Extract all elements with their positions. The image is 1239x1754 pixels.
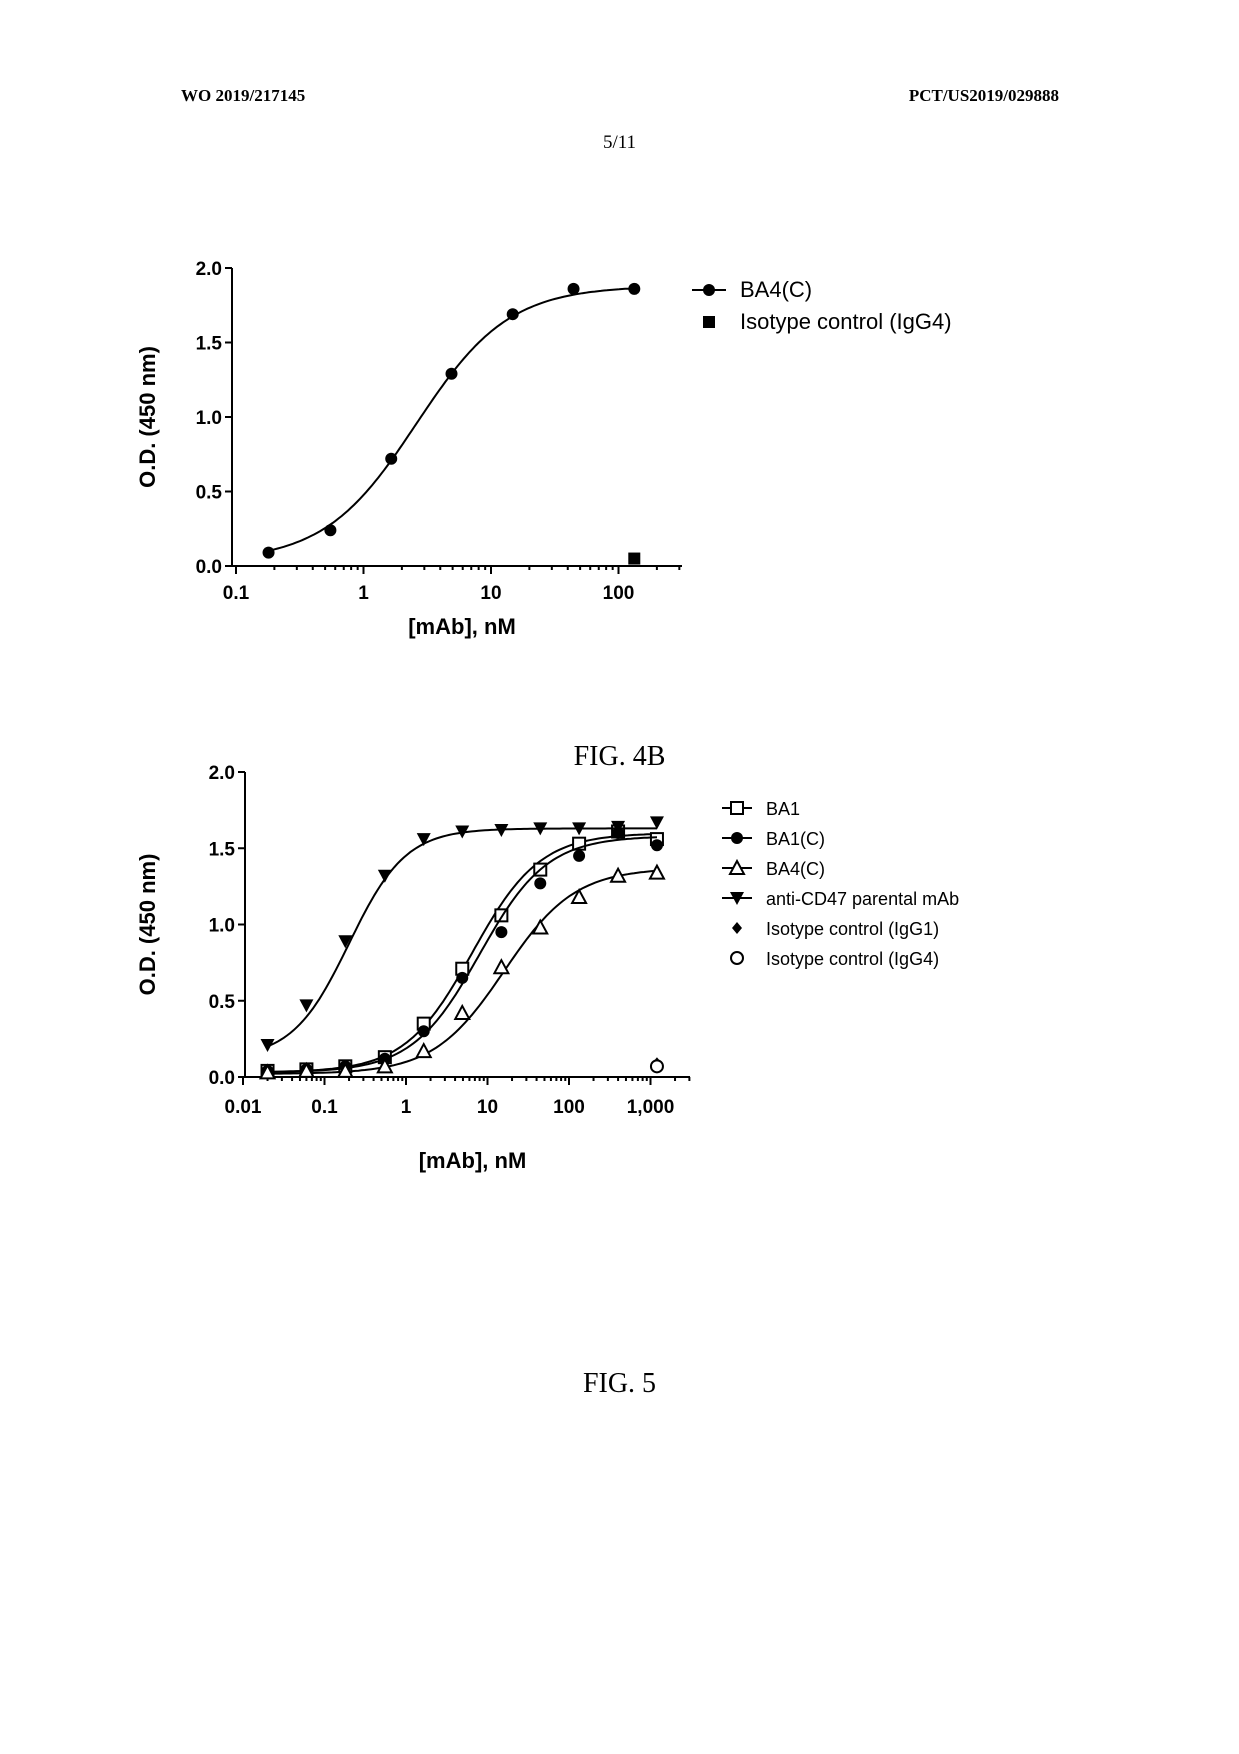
data-point-ba4-c bbox=[455, 1006, 469, 1019]
x-axis-label: [mAb], nM bbox=[408, 614, 516, 639]
legend-label-isotype-control-igg4: Isotype control (IgG4) bbox=[740, 309, 952, 334]
legend-marker-isotype-control-igg4 bbox=[731, 952, 743, 964]
data-point-ba1-c bbox=[456, 972, 468, 984]
legend: BA1 BA1(C) BA4(C) anti-CD47 parental mAb Iso… bbox=[722, 799, 959, 969]
data-point-ba1-c bbox=[573, 850, 585, 862]
legend-label-ba4-c: BA4(C) bbox=[766, 859, 825, 879]
fit-curve-ba1-c bbox=[268, 837, 658, 1072]
x-tick-label: 1 bbox=[401, 1097, 412, 1118]
x-tick-label: 1,000 bbox=[627, 1097, 675, 1118]
y-tick-label: 1.5 bbox=[209, 839, 236, 860]
series-ba1 bbox=[262, 825, 663, 1076]
chart-fig-5: 0.00.51.01.52.00.010.11101001,000[mAb], … bbox=[135, 763, 959, 1173]
series-ba1-c bbox=[262, 827, 663, 1077]
data-point-ba4-c bbox=[263, 547, 275, 559]
y-tick-label: 0.0 bbox=[196, 557, 222, 578]
series-isotype-control-igg4 bbox=[628, 553, 640, 565]
x-tick-label: 0.1 bbox=[223, 583, 250, 604]
data-point-ba1-c bbox=[651, 839, 663, 851]
y-tick-label: 0.5 bbox=[196, 483, 223, 504]
x-tick-label: 0.1 bbox=[311, 1097, 338, 1118]
legend-marker-isotype-control-igg4 bbox=[703, 316, 715, 328]
data-point-ba1-c bbox=[495, 926, 507, 938]
y-tick-label: 2.0 bbox=[196, 259, 222, 280]
y-tick-label: 0.0 bbox=[209, 1068, 235, 1089]
data-point-anti-cd47-parental-mab bbox=[261, 1039, 275, 1052]
data-point-ba1-c bbox=[534, 877, 546, 889]
legend-label-isotype-control-igg4: Isotype control (IgG4) bbox=[766, 949, 939, 969]
legend-label-isotype-control-igg1: Isotype control (IgG1) bbox=[766, 919, 939, 939]
data-point-ba4-c bbox=[385, 453, 397, 465]
legend-label-anti-cd47-parental-mab: anti-CD47 parental mAb bbox=[766, 889, 959, 909]
y-axis-label: O.D. (450 nm) bbox=[135, 854, 160, 996]
legend-marker-isotype-control-igg1 bbox=[732, 922, 742, 934]
fit-curve-ba1 bbox=[268, 834, 658, 1072]
y-tick-label: 1.5 bbox=[196, 334, 223, 355]
x-tick-label: 10 bbox=[477, 1097, 498, 1118]
series-ba4-c bbox=[263, 283, 641, 559]
y-axis-label: O.D. (450 nm) bbox=[135, 346, 160, 488]
data-point-ba4-c bbox=[417, 1044, 431, 1057]
data-point-ba4-c bbox=[568, 283, 580, 295]
legend-label-ba1: BA1 bbox=[766, 799, 800, 819]
data-point-isotype-control-igg4 bbox=[628, 553, 640, 565]
data-point-anti-cd47-parental-mab bbox=[417, 833, 431, 846]
x-tick-label: 0.01 bbox=[225, 1097, 262, 1118]
data-point-ba1-c bbox=[418, 1025, 430, 1037]
y-tick-label: 1.0 bbox=[196, 408, 222, 429]
legend: BA4(C) Isotype control (IgG4) bbox=[692, 277, 952, 334]
data-point-anti-cd47-parental-mab bbox=[650, 816, 664, 829]
legend-label-ba1-c: BA1(C) bbox=[766, 829, 825, 849]
x-tick-label: 10 bbox=[480, 583, 501, 604]
legend-marker-ba1 bbox=[731, 802, 743, 814]
x-tick-label: 100 bbox=[553, 1097, 585, 1118]
data-point-ba4-c bbox=[507, 308, 519, 320]
x-tick-label: 1 bbox=[358, 583, 369, 604]
figure-caption-4b: FIG. 4B bbox=[0, 741, 1239, 773]
legend-marker-ba4-c bbox=[703, 284, 715, 296]
chart-fig-4b: 0.0 0.5 1.0 1.5 2.0 0.1 1 10 100 [mAb], nM O.D. (4… bbox=[135, 259, 952, 639]
legend-label-ba4-c: BA4(C) bbox=[740, 277, 812, 302]
series-isotype-control-igg4 bbox=[651, 1060, 663, 1072]
data-point-ba4-c bbox=[446, 368, 458, 380]
x-axis-label: [mAb], nM bbox=[419, 1148, 527, 1173]
data-point-ba4-c bbox=[324, 524, 336, 536]
fit-curve-ba4-c bbox=[269, 288, 635, 551]
x-tick-label: 100 bbox=[603, 583, 635, 604]
y-tick-label: 0.5 bbox=[209, 992, 236, 1013]
figure-caption-5: FIG. 5 bbox=[0, 1368, 1239, 1400]
data-point-ba4-c bbox=[628, 283, 640, 295]
y-tick-label: 1.0 bbox=[209, 916, 235, 937]
data-point-anti-cd47-parental-mab bbox=[378, 870, 392, 883]
legend-marker-ba1-c bbox=[731, 832, 743, 844]
data-point-isotype-control-igg4 bbox=[651, 1060, 663, 1072]
